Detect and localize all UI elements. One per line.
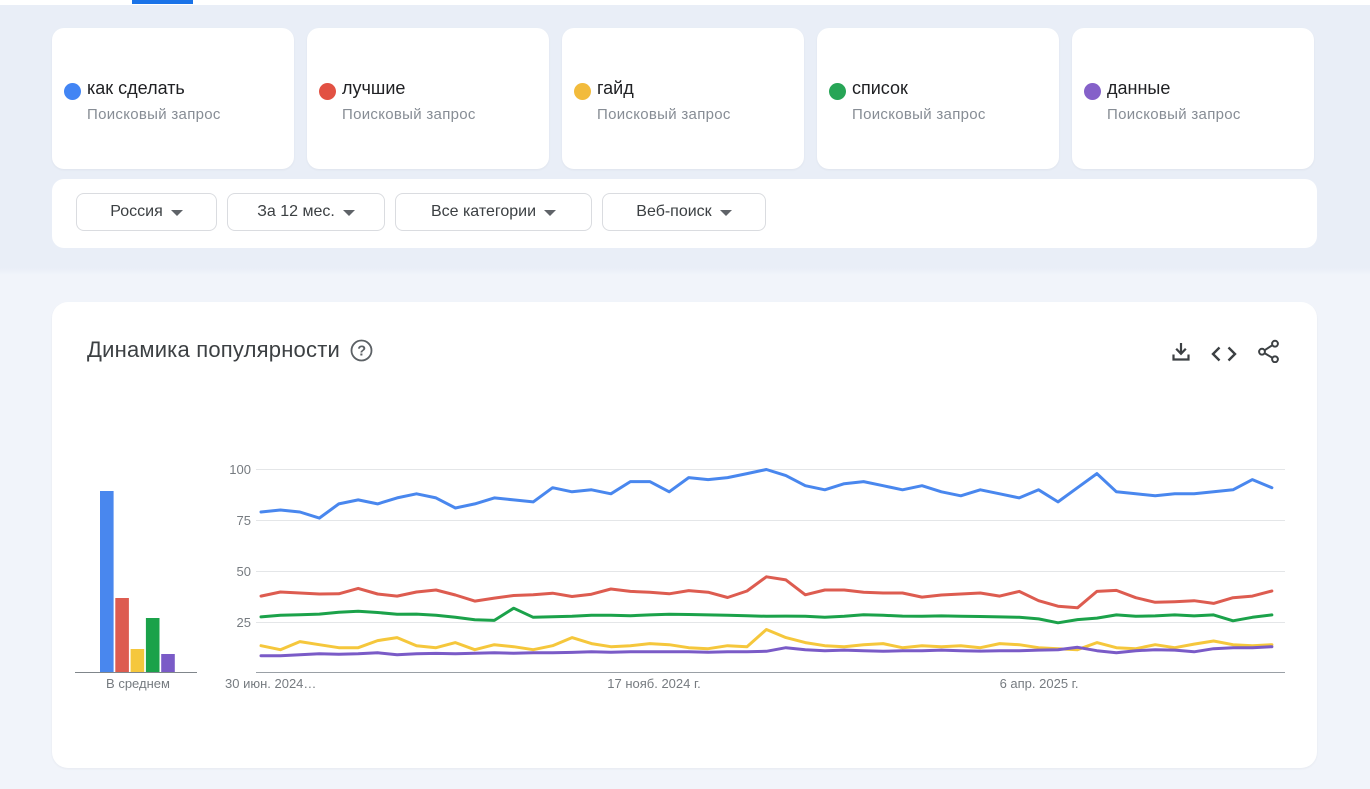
- svg-text:100: 100: [229, 462, 251, 477]
- svg-text:25: 25: [237, 615, 251, 630]
- svg-text:50: 50: [237, 564, 251, 579]
- svg-text:6 апр. 2025 г.: 6 апр. 2025 г.: [1000, 676, 1079, 691]
- svg-text:В среднем: В среднем: [106, 676, 170, 691]
- svg-text:30 июн. 2024…: 30 июн. 2024…: [225, 676, 316, 691]
- svg-text:75: 75: [237, 513, 251, 528]
- svg-text:17 нояб. 2024 г.: 17 нояб. 2024 г.: [607, 676, 701, 691]
- svg-text:?: ?: [357, 344, 366, 360]
